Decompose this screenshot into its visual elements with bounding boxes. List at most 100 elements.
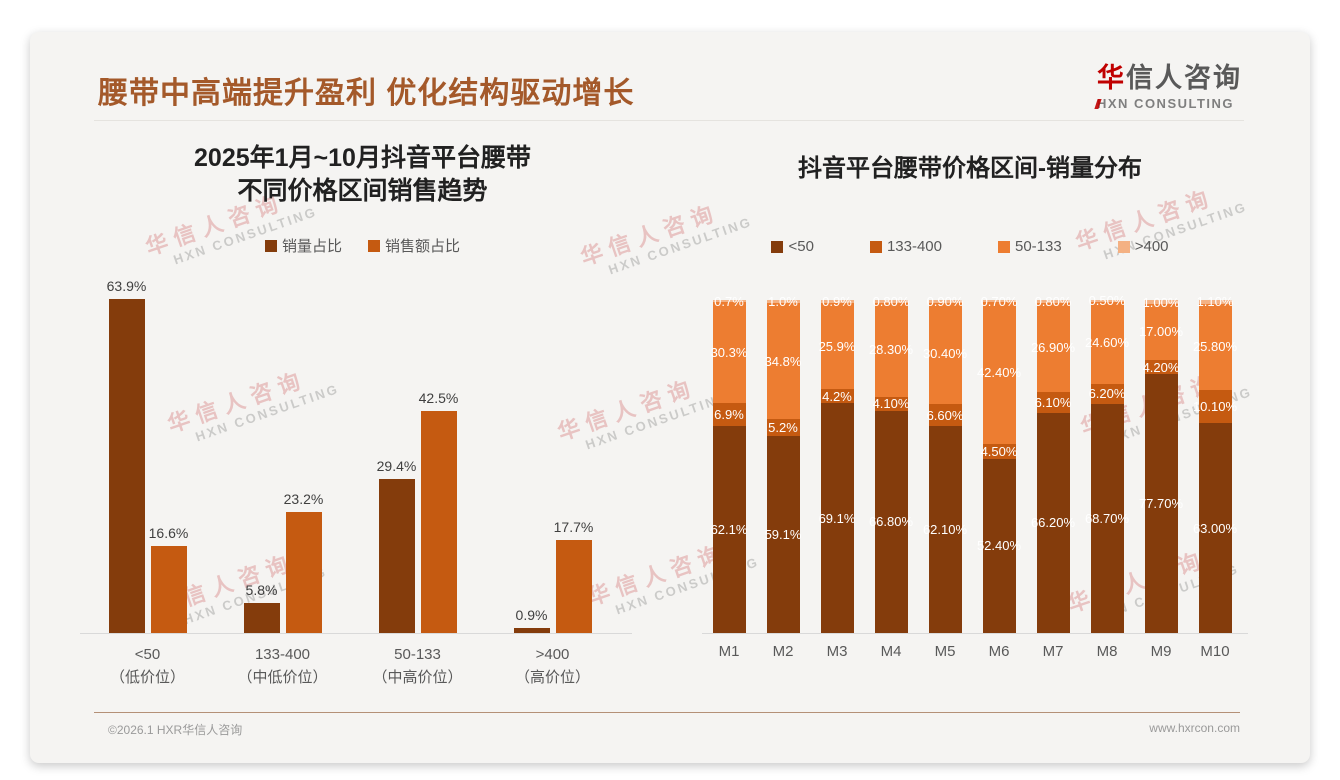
- segment-value-label: 52.40%: [976, 538, 1022, 554]
- stacked-bar: 63.00% 10.10% 25.80% 1.10%: [1193, 295, 1237, 633]
- stacked-bar: 77.70% 4.20% 17.00% 1.00%: [1139, 296, 1183, 633]
- segment-value-label: 68.70%: [1084, 511, 1130, 527]
- left-chart-title-line1: 2025年1月~10月抖音平台腰带: [194, 144, 531, 172]
- segment-value-label: 6.20%: [1088, 386, 1126, 402]
- x-axis-label: M1: [718, 643, 740, 660]
- bar-value-label: 23.2%: [283, 490, 324, 507]
- segment-value-label: 1.00%: [1142, 294, 1180, 310]
- x-axis-label-tier: （中高价位）: [372, 669, 463, 687]
- legend-swatch: [869, 240, 882, 253]
- page-title: 腰带中高端提升盈利 优化结构驱动增长: [98, 77, 635, 110]
- segment-value-label: 0.90%: [926, 294, 964, 310]
- bar-segment: 6.9%: [712, 403, 746, 427]
- segment-value-label: 0.80%: [872, 293, 910, 309]
- bar-segment: 1.00%: [1143, 296, 1180, 309]
- legend-item: 销量占比: [264, 235, 342, 256]
- segment-value-label: 6.10%: [1034, 394, 1072, 410]
- bar: 17.7%: [554, 519, 593, 633]
- segment-value-label: 59.1%: [764, 527, 802, 543]
- right-chart-plot: 62.1% 6.9% 30.3% 0.7% 59.1% 5.2% 34.8% 1.0% 69.1…: [702, 294, 1242, 633]
- segment-value-label: 69.1%: [818, 510, 856, 526]
- bar-segment: 25.9%: [819, 302, 855, 390]
- segment-value-label: 30.40%: [922, 346, 968, 362]
- legend-item: 50-133: [998, 238, 1062, 255]
- bar-segment: 59.1%: [764, 436, 802, 633]
- bar: 16.6%: [149, 525, 188, 633]
- bar-segment: 52.40%: [977, 458, 1021, 633]
- segment-value-label: 4.2%: [822, 388, 852, 404]
- legend-label: <50: [788, 238, 814, 255]
- x-axis-label-tier: （中低价位）: [237, 669, 328, 687]
- x-axis-label: 133-400 （中低价位）: [215, 643, 350, 690]
- footer-divider: [94, 712, 1240, 713]
- segment-value-label: 0.70%: [980, 293, 1018, 309]
- bar-segment: 77.70%: [1139, 374, 1183, 633]
- right-chart-legend: <50 133-400 50-133 >400: [685, 238, 1255, 255]
- x-axis-label: M8: [1096, 643, 1118, 660]
- bar-segment: 30.3%: [711, 302, 747, 404]
- bar: 23.2%: [284, 491, 323, 633]
- right-chart-x-labels: M1 M2 M3 M4 M5 M6 M7 M8 M9 M10: [702, 643, 1242, 660]
- legend-item: <50: [771, 238, 814, 255]
- x-axis-label: M9: [1150, 643, 1172, 660]
- stacked-bar: 66.20% 6.10% 26.90% 0.80%: [1031, 295, 1075, 633]
- left-chart-legend: 销量占比 销售额占比: [90, 235, 635, 256]
- bar-segment: 26.90%: [1031, 302, 1075, 393]
- x-axis-label: M5: [934, 643, 956, 660]
- bar-segment: 0.80%: [1035, 295, 1072, 308]
- bar-segment: 4.20%: [1143, 360, 1179, 375]
- x-axis-label: M4: [880, 643, 902, 660]
- bar-value-label: 42.5%: [418, 389, 459, 406]
- segment-value-label: 77.70%: [1138, 496, 1184, 512]
- bar-group: 63.9% 16.6%: [107, 278, 188, 633]
- bar-segment: 6.10%: [1034, 392, 1072, 413]
- x-axis-label: M3: [826, 643, 848, 660]
- stacked-bar: 52.40% 4.50% 42.40% 0.70%: [977, 295, 1021, 633]
- legend-label: 133-400: [886, 238, 942, 255]
- segment-value-label: 6.9%: [714, 407, 744, 423]
- bar-value-label: 63.9%: [106, 277, 147, 294]
- legend-item: 销售额占比: [368, 235, 460, 256]
- bar-segment: 68.70%: [1085, 404, 1129, 633]
- bar-value-label: 29.4%: [376, 458, 417, 475]
- x-axis-label: M10: [1200, 643, 1230, 660]
- legend-swatch: [998, 240, 1010, 253]
- x-axis-label-tier: （低价位）: [109, 669, 185, 687]
- segment-value-label: 10.10%: [1192, 398, 1238, 414]
- x-axis-label-tier: （高价位）: [514, 669, 590, 687]
- bar-segment: 62.1%: [711, 426, 747, 633]
- segment-value-label: 1.10%: [1196, 294, 1234, 310]
- x-axis-label: M7: [1042, 643, 1064, 660]
- right-chart-x-axis: [702, 633, 1248, 634]
- bar-segment: 17.00%: [1139, 303, 1183, 361]
- segment-value-label: 4.10%: [872, 396, 910, 412]
- stacked-bar: 59.1% 5.2% 34.8% 1.0%: [764, 295, 802, 633]
- legend-item: 133-400: [869, 238, 942, 255]
- slide-card: 腰带中高端提升盈利 优化结构驱动增长 华信人咨询 HXN CONSULTING …: [30, 32, 1310, 763]
- bar-segment: 28.30%: [869, 302, 913, 397]
- segment-value-label: 28.30%: [868, 342, 914, 358]
- segment-value-label: 0.7%: [714, 293, 744, 309]
- stacked-bar: 62.1% 6.9% 30.3% 0.7%: [711, 295, 747, 633]
- bar-segment: 6.60%: [927, 404, 963, 427]
- segment-value-label: 0.80%: [1034, 293, 1072, 309]
- stacked-bar: 68.70% 6.20% 24.60% 0.50%: [1085, 294, 1129, 633]
- bar-segment: 1.0%: [766, 295, 800, 308]
- company-logo: 华信人咨询 HXN CONSULTING: [1094, 56, 1242, 111]
- x-axis-label: >400 （高价位）: [485, 643, 620, 690]
- bar-value-label: 0.9%: [515, 607, 548, 624]
- legend-label: >400: [1134, 238, 1169, 255]
- bar-segment: 0.70%: [981, 295, 1018, 308]
- bar-segment: 24.60%: [1085, 301, 1129, 384]
- segment-value-label: 42.40%: [976, 365, 1022, 381]
- bar: 42.5%: [419, 390, 458, 633]
- stacked-bar: 66.80% 4.10% 28.30% 0.80%: [869, 295, 913, 633]
- bar-segment: 25.80%: [1193, 303, 1237, 390]
- bar-segment: 0.50%: [1089, 294, 1126, 307]
- bar-value-label: 17.7%: [553, 519, 594, 536]
- segment-value-label: 62.10%: [922, 522, 968, 538]
- stacked-bar: 62.10% 6.60% 30.40% 0.90%: [923, 295, 967, 633]
- bar: 63.9%: [107, 278, 146, 633]
- segment-value-label: 66.80%: [868, 514, 914, 530]
- segment-value-label: 17.00%: [1138, 324, 1184, 340]
